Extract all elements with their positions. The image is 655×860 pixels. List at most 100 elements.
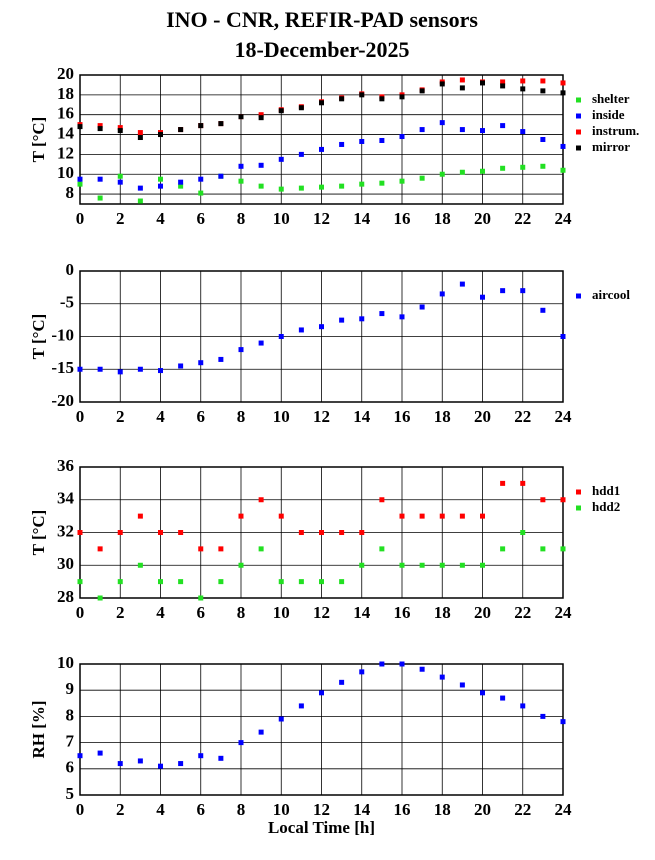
data-point (439, 291, 445, 297)
data-point (218, 579, 224, 585)
y-axis-label: RH [%] (29, 700, 48, 758)
data-point (339, 96, 345, 102)
data-point (520, 703, 526, 709)
data-point (137, 130, 143, 136)
x-tick-label: 16 (394, 407, 411, 426)
data-point (339, 183, 345, 189)
data-point (97, 546, 103, 552)
x-tick-label: 22 (514, 407, 531, 426)
x-tick-label: 6 (197, 209, 206, 228)
data-point (158, 579, 163, 585)
data-point (560, 167, 566, 173)
data-point (198, 595, 204, 601)
data-point (439, 120, 445, 126)
data-point (198, 176, 204, 182)
data-point (117, 173, 123, 179)
data-point (339, 530, 345, 535)
data-point (560, 90, 566, 96)
data-point (560, 334, 566, 339)
x-tick-label: 2 (116, 209, 125, 228)
data-point (500, 165, 506, 171)
data-point (459, 77, 465, 83)
data-point (117, 369, 123, 375)
data-point (319, 100, 324, 106)
data-point (238, 740, 244, 746)
data-point (480, 168, 485, 174)
data-point (97, 595, 103, 601)
data-point (178, 183, 184, 189)
data-point (117, 579, 123, 585)
x-tick-label: 14 (353, 209, 371, 228)
x-tick-label: 2 (116, 800, 125, 819)
x-tick-label: 20 (474, 800, 491, 819)
data-point (158, 368, 163, 374)
x-axis-label: Local Time [h] (268, 818, 375, 837)
data-point (560, 719, 566, 725)
data-point (97, 750, 103, 756)
data-point (459, 562, 465, 568)
x-tick-label: 8 (237, 407, 246, 426)
data-point (459, 682, 465, 688)
data-point (178, 579, 184, 585)
data-point (298, 151, 304, 157)
data-point (158, 132, 163, 138)
data-point (500, 695, 506, 701)
data-point (77, 530, 83, 535)
y-tick-label: 16 (57, 104, 74, 123)
data-point (137, 562, 143, 568)
data-point (480, 294, 485, 300)
data-point (137, 198, 143, 204)
data-point (359, 562, 365, 568)
data-point (117, 530, 123, 535)
data-point (439, 562, 445, 568)
data-point (500, 546, 506, 552)
x-tick-label: 12 (313, 209, 330, 228)
x-tick-label: 24 (555, 603, 573, 622)
data-point (540, 137, 546, 142)
data-point (520, 78, 526, 84)
legend-marker (576, 489, 581, 495)
x-tick-label: 10 (273, 209, 290, 228)
data-point (218, 546, 224, 552)
data-point (258, 162, 264, 168)
data-point (298, 105, 304, 111)
data-point (278, 579, 284, 585)
data-point (97, 126, 103, 132)
data-point (319, 530, 324, 535)
data-point (97, 195, 103, 201)
data-point (540, 497, 546, 503)
y-tick-label: 8 (66, 183, 75, 202)
x-tick-label: 4 (156, 407, 165, 426)
data-point (117, 179, 123, 185)
y-tick-label: 34 (57, 489, 75, 508)
data-point (520, 480, 526, 486)
data-point (298, 579, 304, 585)
data-point (97, 123, 103, 129)
data-point (238, 163, 244, 169)
data-point (258, 183, 264, 189)
data-point (319, 146, 324, 152)
data-point (399, 314, 405, 320)
data-point (298, 327, 304, 333)
legend-label: hdd1 (592, 483, 620, 498)
data-point (379, 180, 385, 186)
data-point (178, 179, 184, 185)
x-tick-label: 6 (197, 407, 206, 426)
data-point (258, 115, 264, 121)
data-point (399, 513, 405, 519)
data-point (158, 176, 163, 182)
x-tick-label: 22 (514, 603, 531, 622)
x-tick-label: 4 (156, 603, 165, 622)
y-tick-label: 30 (57, 554, 74, 573)
legend-marker (576, 293, 581, 299)
data-point (198, 190, 204, 196)
data-point (258, 112, 264, 118)
data-point (319, 324, 324, 330)
data-point (540, 88, 546, 94)
data-point (560, 80, 566, 86)
data-point (339, 141, 345, 147)
x-tick-label: 22 (514, 800, 531, 819)
data-point (178, 127, 184, 133)
data-point (278, 334, 284, 339)
